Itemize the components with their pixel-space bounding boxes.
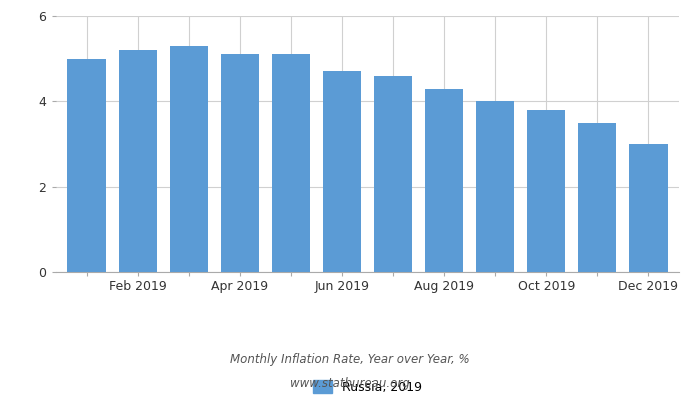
Bar [374,76,412,272]
Bar [476,101,514,272]
Bar [220,54,259,272]
Bar [272,54,310,272]
Bar [323,72,361,272]
Bar [527,110,566,272]
Bar [169,46,208,272]
Bar [578,123,617,272]
Bar [118,50,157,272]
Bar [425,88,463,272]
Text: www.statbureau.org: www.statbureau.org [290,378,410,390]
Legend: Russia, 2019: Russia, 2019 [308,375,427,399]
Bar [67,59,106,272]
Text: Monthly Inflation Rate, Year over Year, %: Monthly Inflation Rate, Year over Year, … [230,354,470,366]
Bar [629,144,668,272]
